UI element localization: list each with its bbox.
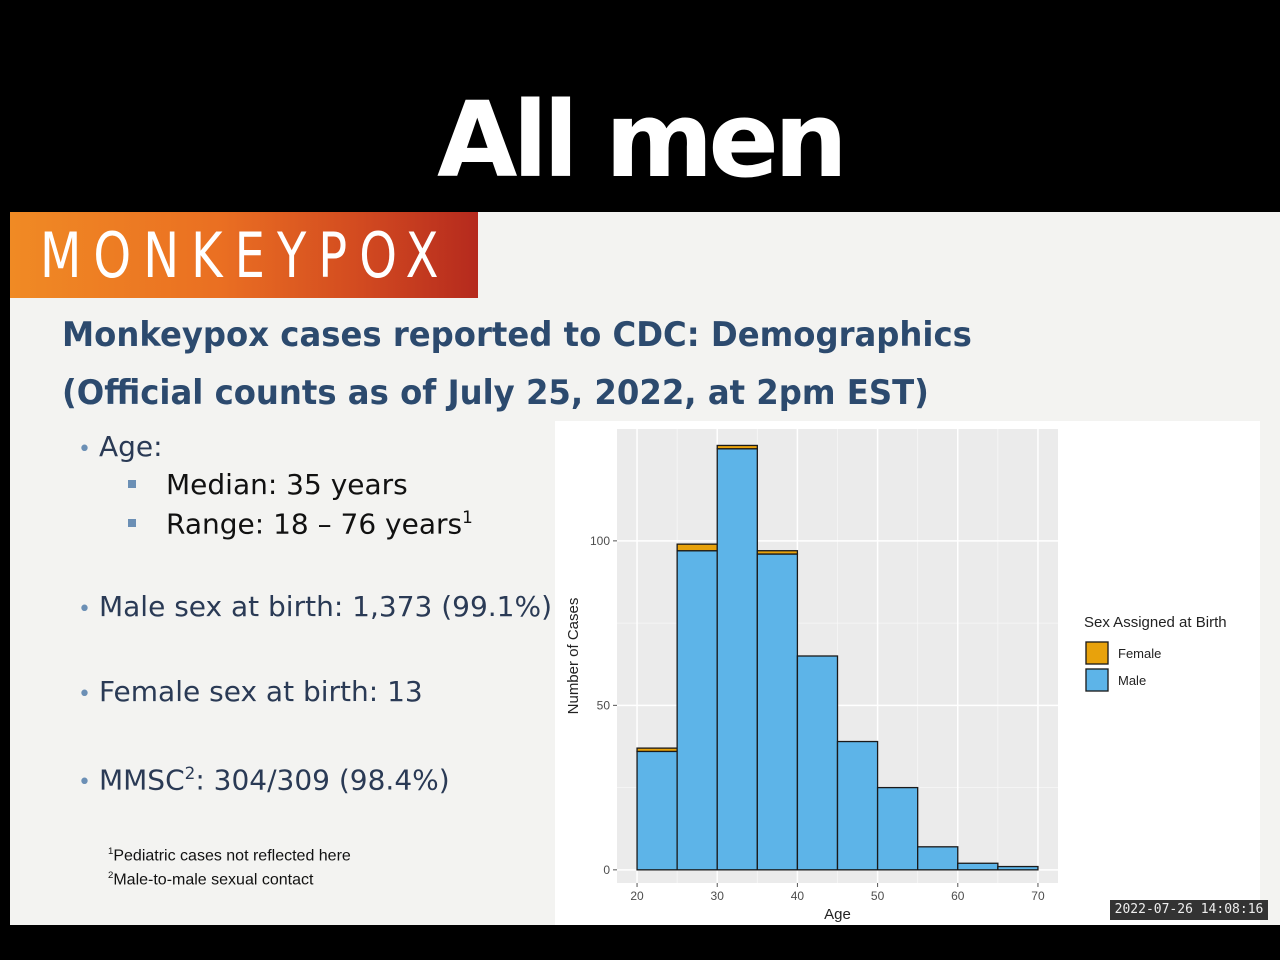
bar-male [796, 655, 839, 871]
y-tick-label: 50 [597, 698, 611, 712]
bullet-male: • Male sex at birth: 1,373 (99.1%) [78, 590, 553, 623]
x-tick-label: 30 [711, 889, 725, 903]
bar-female [676, 543, 718, 552]
bar-male [997, 865, 1039, 871]
caption-text: All men [437, 79, 848, 201]
bullet-median: Median: 35 years [128, 468, 408, 501]
mmsc-label: MMSC [98, 763, 185, 797]
range-footnote-mark: 1 [462, 507, 473, 527]
bar-male [876, 786, 919, 871]
x-tick-label: 50 [871, 889, 885, 903]
title-line-1: Monkeypox cases reported to CDC: Demogra… [62, 315, 972, 355]
square-bullet-icon [128, 480, 136, 488]
slide: MONKEYPOX Monkeypox cases reported to CD… [10, 212, 1280, 925]
bar-female [636, 747, 678, 753]
y-tick-label: 100 [590, 534, 610, 548]
legend-label-female: Female [1118, 646, 1161, 661]
mmsc-value: : 304/309 (98.4%) [195, 763, 450, 797]
x-axis-title: Age [824, 906, 851, 923]
legend-label-male: Male [1118, 673, 1146, 688]
x-tick-label: 40 [791, 889, 805, 903]
bar-female [756, 550, 799, 555]
bullet-age-label: Age: [98, 430, 163, 463]
mmsc-footnote-mark: 2 [184, 763, 196, 783]
bar-male [957, 862, 999, 871]
bullet-age: • Age: [78, 430, 163, 463]
bar-male [836, 740, 879, 871]
x-tick-label: 60 [951, 889, 965, 903]
footnote-2: 2Male-to-male sexual contact [108, 870, 314, 889]
female-text: Female sex at birth: 13 [98, 675, 423, 708]
square-bullet-icon [128, 519, 136, 527]
male-text: Male sex at birth: 1,373 (99.1%) [98, 590, 553, 623]
x-tick-label: 70 [1031, 889, 1045, 903]
bar-male [917, 846, 959, 871]
x-tick-label: 20 [630, 889, 644, 903]
bullet-female: • Female sex at birth: 13 [78, 675, 423, 708]
y-tick-label: 0 [603, 863, 610, 877]
age-histogram-chart: 20 30 40 50 60 70 0 50 100 Age Number of Cases Sex … [565, 429, 1227, 923]
bar-male [716, 448, 758, 871]
legend-key-female [1085, 641, 1109, 665]
legend-title: Sex Assigned at Birth [1084, 614, 1227, 631]
bar-male [676, 550, 718, 871]
legend-key-male [1085, 668, 1109, 692]
slide-title: Monkeypox cases reported to CDC: Demogra… [62, 306, 972, 422]
monkeypox-banner: MONKEYPOX [10, 212, 478, 298]
footnote-1: 1Pediatric cases not reflected here [108, 846, 351, 865]
bullet-range: Range: 18 – 76 years1 [128, 507, 473, 541]
bar-male [756, 553, 799, 871]
title-line-2: (Official counts as of July 25, 2022, at… [62, 373, 929, 413]
bar-male [636, 750, 678, 871]
bar-female [716, 444, 758, 450]
bullet-mmsc: • MMSC2: 304/309 (98.4%) [78, 763, 450, 797]
banner-label: MONKEYPOX [40, 219, 451, 292]
median-text: Median: 35 years [166, 468, 408, 501]
video-timestamp: 2022-07-26 14:08:16 [1110, 900, 1268, 920]
range-text: Range: 18 – 76 years [166, 507, 463, 541]
chart-container: 20 30 40 50 60 70 0 50 100 Age Number of Cases Sex … [555, 421, 1260, 925]
y-axis-title: Number of Cases [565, 598, 582, 715]
